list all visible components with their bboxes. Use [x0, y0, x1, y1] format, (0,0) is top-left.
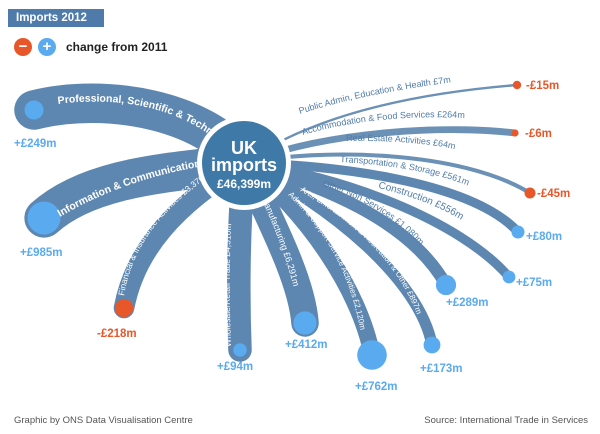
change-marker [357, 340, 387, 370]
change-label: +£80m [526, 231, 562, 243]
change-label: -£6m [525, 128, 552, 140]
arm-label: Wholesale/Retail Trade £4,510m [222, 223, 233, 347]
decrease-legend-icon: − [14, 38, 32, 56]
change-label: -£15m [526, 80, 559, 92]
change-label: +£762m [355, 381, 398, 393]
change-marker [502, 270, 516, 284]
change-label: +£94m [217, 361, 253, 373]
hub-label: £46,399m [217, 177, 271, 191]
change-marker [511, 129, 519, 137]
hub-circle [202, 121, 286, 205]
legend-label: change from 2011 [66, 40, 168, 54]
change-marker [24, 100, 44, 120]
change-label: +£173m [420, 363, 463, 375]
change-marker [114, 298, 134, 318]
change-label: -£45m [537, 188, 570, 200]
change-marker [511, 225, 525, 239]
credit-text: Graphic by ONS Data Visualisation Centre [14, 415, 193, 426]
source-text: Source: International Trade in Services [424, 415, 588, 426]
arm-label: Real Estate Activities £64m [346, 133, 456, 151]
hub-label: UK [231, 138, 257, 158]
change-marker [27, 201, 61, 235]
change-marker [512, 80, 522, 90]
change-label: -£218m [97, 328, 137, 340]
hub-label: imports [211, 155, 277, 175]
change-label: +£249m [14, 138, 57, 150]
change-marker [423, 336, 441, 354]
change-label: +£412m [285, 339, 328, 351]
change-label: +£289m [446, 297, 489, 309]
change-marker [524, 187, 536, 199]
increase-legend-icon: + [38, 38, 56, 56]
change-label: +£75m [516, 277, 552, 289]
change-marker [233, 343, 247, 357]
chart-title: Imports 2012 [8, 9, 104, 27]
change-marker [435, 274, 457, 296]
change-label: +£985m [20, 247, 63, 259]
change-marker [293, 311, 317, 335]
